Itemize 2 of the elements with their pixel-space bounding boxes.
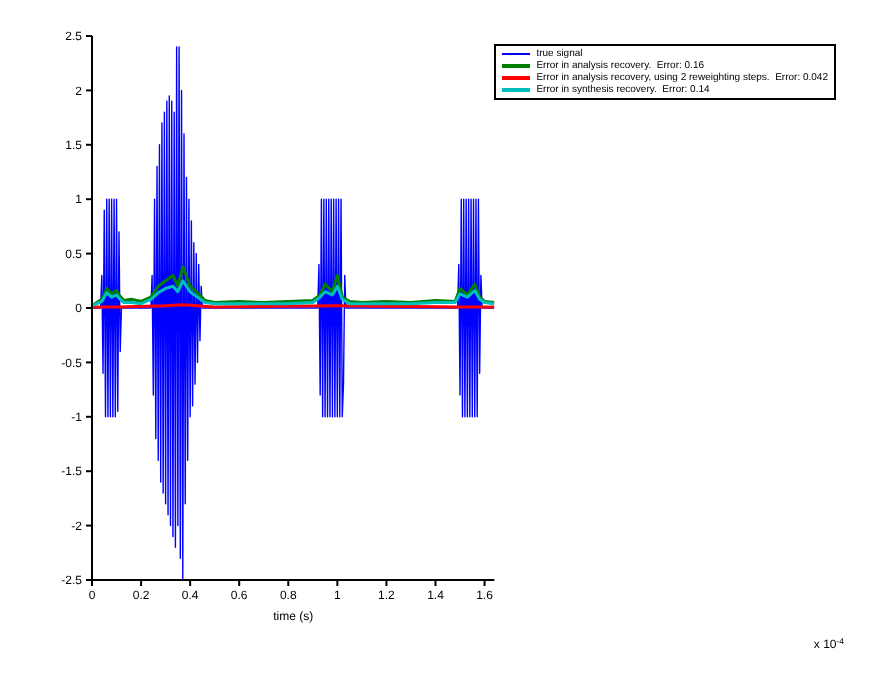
line-series [92, 265, 495, 308]
line-series [92, 279, 495, 308]
